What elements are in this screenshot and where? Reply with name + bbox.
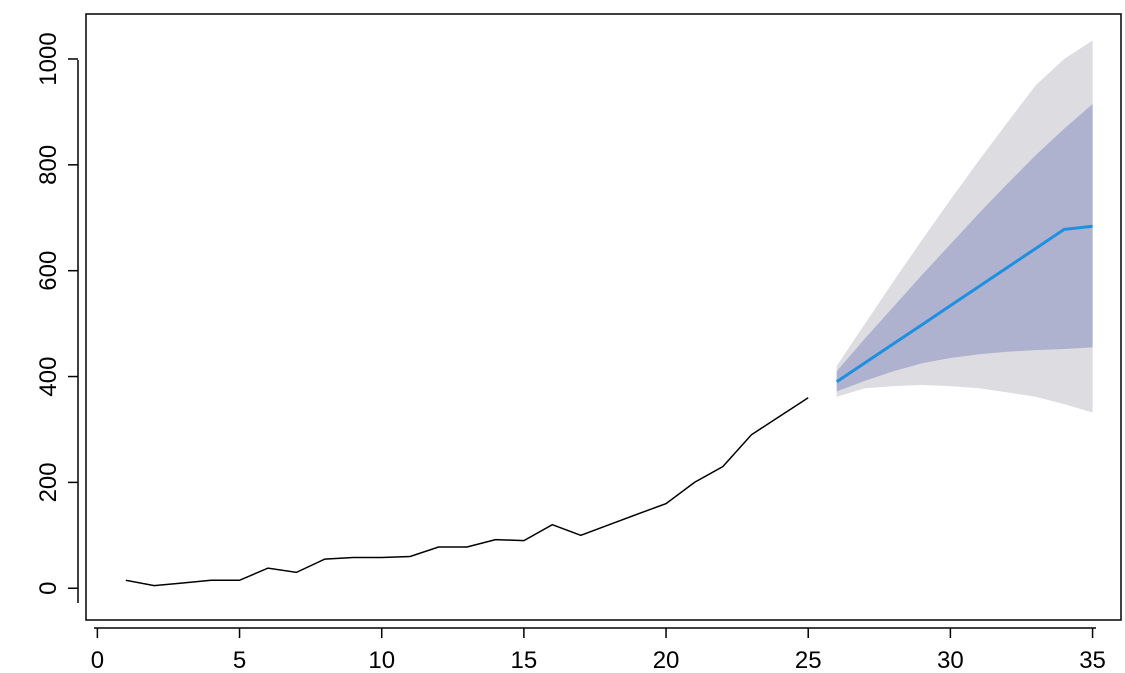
forecast-series bbox=[835, 224, 1093, 384]
x-axis: 0 5 10 15 20 25 30 35 bbox=[91, 627, 1106, 673]
x-tick-label: 20 bbox=[653, 647, 680, 673]
y-tick-label: 600 bbox=[35, 251, 62, 291]
prediction-band-80 bbox=[836, 104, 1093, 392]
x-tick-label: 0 bbox=[91, 647, 104, 673]
band-80-layer bbox=[836, 104, 1093, 392]
x-tick-label: 30 bbox=[937, 647, 964, 673]
forecast-mean-line bbox=[835, 224, 1093, 384]
y-tick-label: 0 bbox=[35, 582, 62, 595]
y-tick-label: 1000 bbox=[35, 32, 62, 85]
x-tick-label: 35 bbox=[1079, 647, 1106, 673]
x-tick-label: 15 bbox=[511, 647, 538, 673]
observed-line bbox=[125, 397, 809, 587]
x-tick-label: 25 bbox=[795, 647, 822, 673]
y-tick-label: 400 bbox=[35, 357, 62, 397]
plot-frame bbox=[85, 13, 1122, 621]
y-tick-label: 800 bbox=[35, 145, 62, 185]
x-tick-label: 10 bbox=[368, 647, 395, 673]
y-tick-label: 200 bbox=[35, 462, 62, 502]
y-axis: 0 200 400 600 800 1000 bbox=[35, 32, 79, 603]
x-tick-label: 5 bbox=[233, 647, 246, 673]
observed-series bbox=[125, 397, 809, 587]
